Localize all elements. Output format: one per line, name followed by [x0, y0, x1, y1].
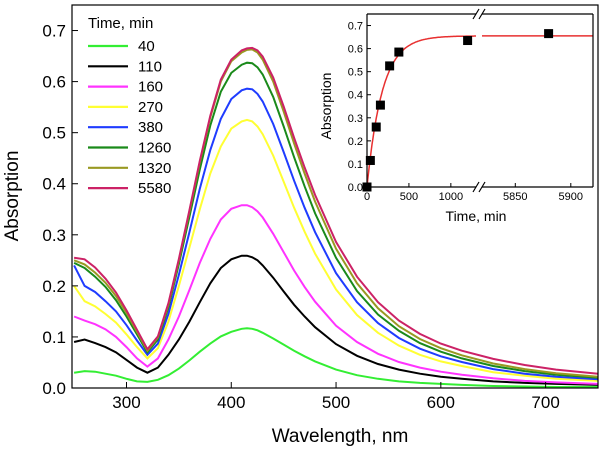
inset-axis-break-mark [472, 181, 480, 193]
inset-y-tick-label: 0.7 [348, 21, 363, 33]
inset-axis-break-mark [478, 181, 486, 193]
series-line-270 [73, 118, 599, 382]
main-x-axis-title: Wavelength, nm [272, 426, 409, 447]
legend-label-160: 160 [138, 79, 163, 96]
inset-y-tick-label: 0.0 [348, 182, 363, 194]
inset-x-tick-label: 500 [400, 191, 418, 203]
main-x-tick-label: 300 [112, 393, 140, 412]
inset-y-tick-label: 0.6 [348, 44, 363, 56]
legend-label-5580: 5580 [138, 180, 171, 197]
main-plot: 300 400 500 600 700 0.00.10.20.30.40.50.60.7… [2, 4, 599, 447]
legend-title: Time, min [88, 15, 153, 32]
inset-data-point [371, 122, 381, 132]
inset-axis-break-mark [478, 8, 486, 20]
inset-x-axis-title: Time, min [446, 208, 507, 224]
inset-x-axis: 0 500 1000 5850 5900 [364, 183, 583, 203]
inset-y-tick-label: 0.2 [348, 136, 363, 148]
series-line-40 [73, 327, 598, 388]
main-y-tick-label: 0.4 [42, 175, 66, 194]
inset-axis-break-mark [472, 8, 480, 20]
main-y-axis-title: Absorption [2, 151, 23, 242]
inset-y-axis-title: Absorption [318, 73, 334, 140]
main-y-tick-label: 0.3 [42, 226, 66, 245]
inset-fit-curve-group [366, 35, 593, 188]
inset-x-tick-label: 5850 [503, 191, 527, 203]
legend-label-40: 40 [138, 38, 155, 55]
series-line-1260 [73, 61, 599, 379]
inset-data-point [394, 47, 404, 57]
main-plot-frame [71, 4, 599, 389]
inset-data-point [375, 100, 385, 110]
legend-label-380: 380 [138, 119, 163, 136]
main-y-tick-label: 0.5 [42, 124, 66, 143]
inset-plot: 0 500 1000 5850 5900 0.00.10.20.30.40.50.60.… [318, 8, 594, 224]
inset-data-point [385, 61, 395, 71]
legend-label-110: 110 [138, 58, 162, 75]
main-series-group [73, 46, 599, 388]
inset-data-point [544, 29, 554, 39]
inset-y-tick-label: 0.3 [348, 113, 363, 125]
main-y-tick-label: 0.6 [42, 73, 66, 92]
series-line-380 [73, 87, 599, 381]
main-y-axis: 0.0 0.1 0.2 0.3 0.4 0.5 0.6 0.7 [42, 22, 78, 398]
main-x-axis: 300 400 500 600 700 [112, 382, 560, 412]
main-y-tick-label: 0.1 [42, 328, 66, 347]
inset-data-point [463, 36, 473, 46]
series-line-160 [73, 204, 599, 385]
main-x-tick-label: 600 [427, 393, 455, 412]
legend: Time, min 40 110 160 270 380 1260 1320 5580 [88, 15, 171, 197]
legend-label-1260: 1260 [138, 140, 171, 157]
inset-data-point [365, 155, 375, 165]
inset-x-tick-label: 0 [364, 191, 370, 203]
inset-background [365, 10, 593, 188]
main-y-tick-label: 0.0 [42, 379, 66, 398]
inset-x-tick-label: 1000 [439, 191, 463, 203]
main-x-tick-label: 500 [322, 393, 350, 412]
inset-fit-curve-left [366, 35, 476, 188]
inset-y-tick-label: 0.4 [348, 90, 363, 102]
legend-label-270: 270 [138, 99, 163, 116]
series-line-5580 [73, 46, 599, 375]
inset-y-tick-label: 0.5 [348, 67, 363, 79]
series-line-110 [73, 254, 599, 386]
inset-y-tick-label: 0.1 [348, 159, 363, 171]
main-x-tick-label: 400 [217, 393, 245, 412]
main-y-tick-label: 0.7 [42, 22, 66, 41]
main-y-tick-label: 0.2 [42, 277, 66, 296]
main-x-tick-label: 700 [531, 393, 559, 412]
legend-items: 40 110 160 270 380 1260 1320 5580 [88, 38, 171, 197]
legend-label-1320: 1320 [138, 160, 171, 177]
inset-x-tick-label: 5900 [559, 191, 583, 203]
inset-frame [366, 8, 594, 193]
inset-y-axis: 0.0 0.1 0.2 0.3 0.4 0.5 0.6 0.7 [348, 21, 371, 194]
